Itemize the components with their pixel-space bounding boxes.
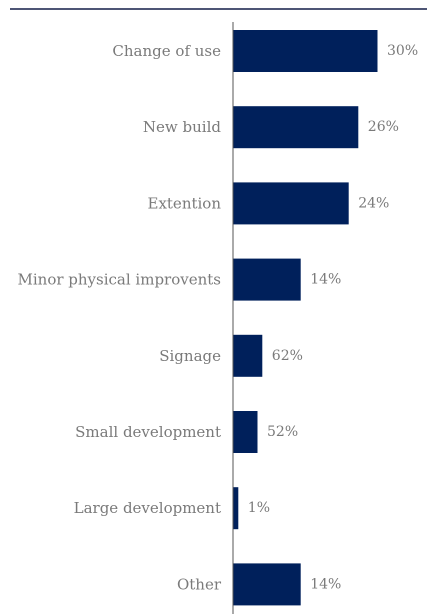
category-label-minor-physical-improvents: Minor physical improvents bbox=[18, 271, 222, 289]
value-label-new-build: 26% bbox=[368, 119, 399, 135]
bar-minor-physical-improvents bbox=[233, 258, 301, 301]
category-label-large-development: Large development bbox=[74, 499, 221, 517]
bar-large-development bbox=[233, 487, 239, 530]
category-label-new-build: New build bbox=[143, 118, 221, 136]
bars-group bbox=[233, 30, 378, 606]
category-label-signage: Signage bbox=[159, 347, 221, 365]
bar-new-build bbox=[233, 106, 359, 149]
value-label-large-development: 1% bbox=[248, 500, 270, 516]
value-label-extention: 24% bbox=[358, 195, 389, 211]
value-label-minor-physical-improvents: 14% bbox=[310, 272, 341, 288]
value-label-other: 14% bbox=[310, 576, 341, 592]
value-label-signage: 62% bbox=[272, 348, 303, 364]
bar-extention bbox=[233, 182, 349, 225]
category-label-small-development: Small development bbox=[75, 423, 221, 441]
category-label-extention: Extention bbox=[148, 194, 222, 212]
category-label-other: Other bbox=[177, 575, 222, 593]
value-label-change-of-use: 30% bbox=[387, 43, 418, 59]
value-label-small-development: 52% bbox=[267, 424, 298, 440]
labels-group: Change of use 30% New build 26% Extention 24%… bbox=[18, 42, 419, 593]
category-label-change-of-use: Change of use bbox=[112, 42, 221, 60]
bar-small-development bbox=[233, 411, 258, 453]
bar-other bbox=[233, 563, 301, 606]
top-rule bbox=[10, 8, 427, 10]
bar-change-of-use bbox=[233, 30, 378, 72]
bar-signage bbox=[233, 334, 263, 377]
